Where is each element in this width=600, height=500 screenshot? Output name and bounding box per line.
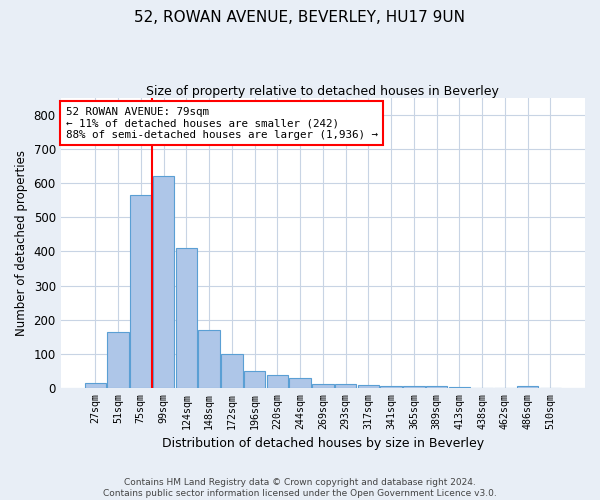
Bar bbox=[312, 384, 334, 388]
Bar bbox=[266, 375, 288, 388]
Title: Size of property relative to detached houses in Beverley: Size of property relative to detached ho… bbox=[146, 85, 499, 98]
Bar bbox=[403, 386, 425, 388]
X-axis label: Distribution of detached houses by size in Beverley: Distribution of detached houses by size … bbox=[162, 437, 484, 450]
Bar bbox=[153, 176, 175, 388]
Bar bbox=[221, 354, 242, 388]
Text: 52 ROWAN AVENUE: 79sqm
← 11% of detached houses are smaller (242)
88% of semi-de: 52 ROWAN AVENUE: 79sqm ← 11% of detached… bbox=[66, 106, 378, 140]
Text: 52, ROWAN AVENUE, BEVERLEY, HU17 9UN: 52, ROWAN AVENUE, BEVERLEY, HU17 9UN bbox=[134, 10, 466, 25]
Bar bbox=[426, 386, 448, 388]
Bar bbox=[130, 195, 152, 388]
Text: Contains HM Land Registry data © Crown copyright and database right 2024.
Contai: Contains HM Land Registry data © Crown c… bbox=[103, 478, 497, 498]
Bar bbox=[176, 248, 197, 388]
Bar bbox=[335, 384, 356, 388]
Bar bbox=[289, 378, 311, 388]
Bar bbox=[244, 371, 265, 388]
Y-axis label: Number of detached properties: Number of detached properties bbox=[15, 150, 28, 336]
Bar bbox=[358, 386, 379, 388]
Bar bbox=[107, 332, 129, 388]
Bar bbox=[85, 382, 106, 388]
Bar bbox=[517, 386, 538, 388]
Bar bbox=[198, 330, 220, 388]
Bar bbox=[380, 386, 402, 388]
